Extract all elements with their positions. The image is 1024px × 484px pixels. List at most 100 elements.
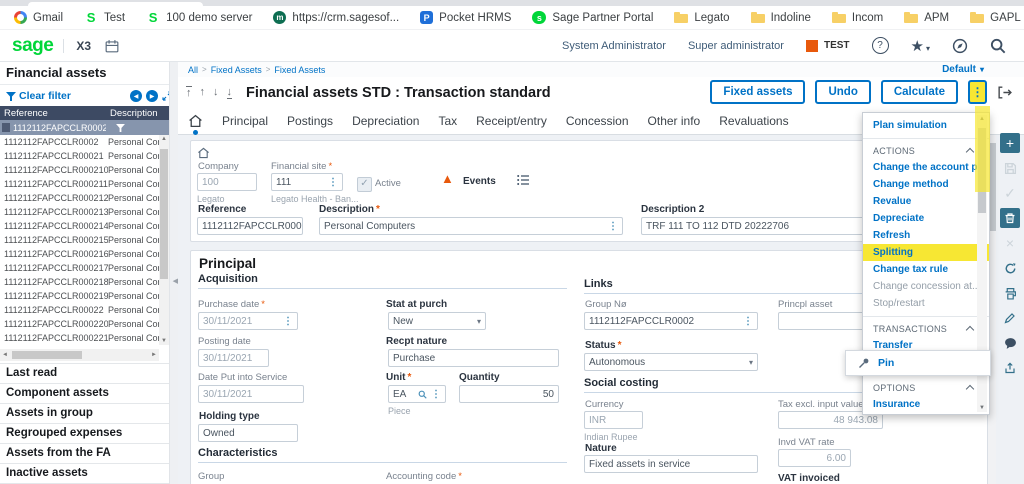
table-row[interactable]: 1112112FAPCCLR000212 Personal Cor	[0, 191, 159, 205]
main-vertical-scrollbar[interactable]	[988, 135, 996, 484]
scroll-up-icon[interactable]: ▲	[161, 136, 167, 142]
bookmark-item[interactable]: Gmail	[14, 11, 63, 24]
browser-tab[interactable]	[28, 2, 203, 6]
reference-filter-value[interactable]: 1112112FAPCCLR0002	[13, 122, 106, 133]
table-row[interactable]: 1112112FAPCCLR000216 Personal Cor	[0, 247, 159, 261]
tab-item[interactable]: Revaluations	[719, 114, 789, 128]
menu-item[interactable]: Splitting	[863, 244, 989, 261]
scrollbar-thumb[interactable]	[988, 143, 996, 231]
prev-record-icon[interactable]: ◀	[130, 90, 142, 102]
share-button[interactable]	[1000, 358, 1020, 378]
search-icon[interactable]	[990, 38, 1006, 54]
menu-item[interactable]: Change tax rule	[863, 261, 989, 278]
action-button[interactable]: Undo	[815, 80, 871, 104]
view-selector[interactable]: Default ▾	[942, 64, 984, 75]
next-record-icon[interactable]: ▶	[146, 90, 158, 102]
menu-item[interactable]: Insurance	[863, 396, 989, 408]
table-row[interactable]: 1112112FAPCCLR00021 Personal Cor	[0, 149, 159, 163]
quantity-field[interactable]: 50	[459, 385, 559, 403]
collapse-panel-icon[interactable]: ◀	[172, 278, 178, 285]
tab-item[interactable]: Depreciation	[352, 114, 420, 128]
reference-field[interactable]: 1112112FAPCCLR0002	[197, 217, 303, 235]
tab-item[interactable]: Tax	[438, 114, 458, 128]
lookup-dots-icon[interactable]: ⋮	[283, 315, 293, 327]
unit-field[interactable]: EA ⋮	[388, 385, 446, 403]
navigation-compass-icon[interactable]	[952, 38, 968, 54]
menu-item[interactable]: Change concession at...	[863, 278, 989, 295]
date-put-into-service-field[interactable]: 30/11/2021	[198, 385, 304, 403]
bookmark-item[interactable]: s Sage Partner Portal	[532, 11, 653, 24]
table-row[interactable]: 1112112FAPCCLR000213 Personal Cor	[0, 205, 159, 219]
panel-section-item[interactable]: Last read	[0, 363, 170, 383]
tab-item[interactable]: Other info	[647, 114, 701, 128]
action-button[interactable]: Calculate	[880, 80, 958, 104]
scroll-left-icon[interactable]: ◄	[2, 352, 8, 358]
tab-item[interactable]: Concession	[565, 114, 629, 128]
posting-date-field[interactable]: 30/11/2021	[198, 349, 269, 367]
bookmark-item[interactable]: Legato	[674, 12, 730, 24]
currency-field[interactable]: INR	[584, 411, 643, 429]
comments-button[interactable]	[1000, 333, 1020, 353]
tab-item[interactable]: Receipt/entry	[476, 114, 547, 128]
scroll-down-icon[interactable]: ▼	[161, 338, 167, 344]
sage-logo[interactable]: sage	[12, 34, 54, 56]
first-record-icon[interactable]: ↑	[186, 86, 192, 99]
help-icon[interactable]: ?	[871, 37, 889, 54]
menu-section-actions[interactable]: ACTIONS	[863, 140, 989, 159]
clear-filter-button[interactable]: Clear filter	[6, 90, 71, 102]
tax-excl-input-value-field[interactable]: 48 943.08	[778, 411, 883, 429]
lookup-dots-icon[interactable]: ⋮	[328, 176, 338, 188]
holding-type-field[interactable]: Owned	[198, 424, 298, 442]
menu-item[interactable]: Refresh	[863, 227, 989, 244]
financial-site-field[interactable]: 111 ⋮	[271, 173, 343, 191]
print-button[interactable]	[1000, 283, 1020, 303]
bookmark-item[interactable]: S Test	[84, 10, 125, 25]
panel-section-item[interactable]: Component assets	[0, 383, 170, 403]
table-row[interactable]: 1112112FAPCCLR000217 Personal Cor	[0, 261, 159, 275]
new-record-button[interactable]: +	[1000, 133, 1020, 153]
menu-section-transactions[interactable]: TRANSACTIONS	[863, 318, 989, 337]
table-row[interactable]: 1112112FAPCCLR000219 Personal Cor	[0, 289, 159, 303]
panel-splitter[interactable]	[169, 62, 178, 484]
bookmark-item[interactable]: APM	[904, 12, 949, 24]
bookmark-item[interactable]: m https://crm.sagesof...	[273, 11, 399, 24]
scroll-right-icon[interactable]: ►	[151, 352, 157, 358]
lookup-dots-icon[interactable]: ⋮	[608, 220, 618, 232]
tab-item[interactable]: Principal	[222, 114, 269, 128]
list-horizontal-scrollbar[interactable]: ◄ ►	[0, 349, 159, 361]
panel-section-item[interactable]: Regrouped expenses	[0, 423, 170, 443]
lookup-dots-icon[interactable]: ⋮	[743, 315, 753, 327]
tab-item[interactable]: Postings	[287, 114, 334, 128]
invd-vat-rate-field[interactable]: 6.00	[778, 449, 851, 467]
menu-item[interactable]: Change method	[863, 176, 989, 193]
bookmark-item[interactable]: S 100 demo server	[146, 10, 253, 25]
bookmark-item[interactable]: Incom	[831, 12, 883, 24]
stat-at-purch-select[interactable]: New ▾	[388, 312, 486, 330]
menu-item[interactable]: Stop/restart	[863, 295, 989, 312]
table-row[interactable]: 1112112FAPCCLR000218 Personal Cor	[0, 275, 159, 289]
table-row[interactable]: 1112112FAPCCLR000220 Personal Cor	[0, 317, 159, 331]
menu-item[interactable]: Transfer	[863, 337, 989, 354]
breadcrumb-link[interactable]: Fixed Assets	[210, 64, 262, 75]
nature-field[interactable]: Fixed assets in service	[584, 455, 758, 473]
table-row[interactable]: 1112112FAPCCLR000221 Personal Cor	[0, 331, 159, 345]
breadcrumb-link[interactable]: All	[188, 64, 199, 75]
action-button[interactable]: Fixed assets	[710, 80, 806, 104]
list-vertical-scrollbar[interactable]: ▲ ▼	[159, 135, 169, 345]
menu-item[interactable]: Revalue	[863, 193, 989, 210]
next-record-icon[interactable]: ↓	[213, 86, 219, 98]
refresh-button[interactable]	[1000, 258, 1020, 278]
lookup-dots-icon[interactable]: ⋮	[431, 388, 441, 400]
previous-record-icon[interactable]: ↑	[199, 86, 206, 98]
pin-menu-item[interactable]: Pin	[845, 350, 991, 376]
list-icon[interactable]	[517, 174, 530, 186]
bookmark-item[interactable]: P Pocket HRMS	[420, 11, 511, 24]
more-actions-button[interactable]: ⋮	[968, 80, 987, 104]
table-row[interactable]: 1112112FAPCCLR0002 Personal Cor	[0, 135, 159, 149]
delete-button[interactable]	[1000, 208, 1020, 228]
table-row[interactable]: 1112112FAPCCLR000215 Personal Cor	[0, 233, 159, 247]
description-field[interactable]: Personal Computers ⋮	[319, 217, 623, 235]
column-header-reference[interactable]: Reference	[4, 107, 48, 119]
bookmark-item[interactable]: Indoline	[750, 12, 811, 24]
recpt-nature-field[interactable]: Purchase	[388, 349, 559, 367]
